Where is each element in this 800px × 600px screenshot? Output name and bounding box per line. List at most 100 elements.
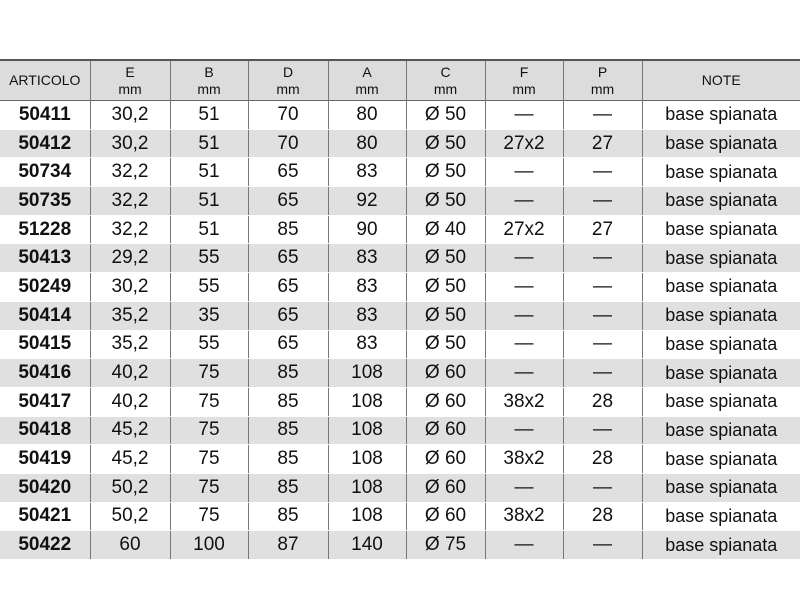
table-cell: 28 (562, 387, 642, 417)
table-cell: 51 (169, 215, 248, 245)
article-code-cell: 50411 (0, 100, 90, 130)
table-cell: — (484, 530, 563, 560)
table-cell: 32,2 (89, 157, 170, 188)
table-cell: base spianata (641, 243, 800, 274)
table-cell: 85 (247, 215, 328, 245)
table-row: 50416 40,2 75 85 108 Ø 60— — base spianata (0, 358, 800, 388)
table-row: 50414 35,2 35 65 83 Ø 50— — base spianata (0, 301, 800, 331)
table-cell: 38x2 (484, 502, 563, 532)
table-cell: 85 (247, 444, 328, 474)
table-cell: base spianata (641, 330, 800, 360)
table-cell: 75 (169, 387, 248, 417)
table-cell: — (562, 272, 642, 302)
table-cell: — (562, 530, 642, 560)
column-name: ARTICOLO (9, 72, 81, 88)
table-cell: 51 (169, 100, 248, 130)
table-cell: 45,2 (89, 416, 170, 446)
table-cell: — (562, 358, 642, 388)
column-unit: mm (590, 80, 615, 97)
table-cell: Ø 50 (405, 129, 485, 159)
table-cell: 51 (169, 157, 248, 188)
table-cell: 27 (562, 129, 642, 159)
table-cell: base spianata (641, 215, 800, 245)
table-cell: Ø 50 (405, 157, 485, 188)
table-cell: 70 (247, 100, 328, 130)
table-cell: — (484, 358, 563, 388)
table-cell: 55 (169, 330, 248, 360)
table-cell: 108 (327, 387, 406, 417)
column-unit: mm (512, 80, 536, 97)
table-cell: 85 (247, 473, 328, 503)
table-cell: base spianata (641, 301, 800, 331)
table-cell: base spianata (641, 473, 800, 503)
table-cell: 108 (327, 502, 406, 532)
table-cell: — (562, 157, 642, 188)
table-cell: — (484, 157, 563, 188)
table-cell: — (562, 301, 642, 331)
table-cell: 85 (247, 416, 328, 446)
table-cell: 92 (327, 186, 406, 216)
table-cell: — (562, 243, 642, 274)
table-row: 50734 32,2 51 65 83 Ø 50— — base spianata (0, 157, 800, 188)
table-cell: 65 (247, 243, 328, 274)
table-cell: 35,2 (89, 301, 170, 331)
table-cell: 75 (169, 473, 248, 503)
table-cell: 108 (327, 444, 406, 474)
table-cell: — (562, 473, 642, 503)
article-code-cell: 50735 (0, 186, 90, 216)
table-row: 50420 50,2 75 85 108 Ø 60— — base spianata (0, 473, 800, 503)
article-code-cell: 50417 (0, 387, 90, 417)
article-code-cell: 50415 (0, 330, 90, 360)
table-row: 50417 40,2 75 85 108 Ø 60 38x2 28 base spianata (0, 387, 800, 417)
table-row: 50411 30,2 51 70 80 Ø 50— — base spianata (0, 100, 800, 130)
table-cell: 100 (169, 530, 248, 560)
table-cell: — (484, 243, 563, 274)
article-code-cell: 50421 (0, 502, 90, 532)
column-name: F (519, 63, 529, 80)
table-row: 50735 32,2 51 65 92 Ø 50— — base spianata (0, 186, 800, 216)
table-cell: — (562, 186, 642, 216)
column-header-note: NOTE (641, 60, 800, 101)
table-cell: 60 (89, 530, 170, 560)
column-name: B (204, 63, 214, 80)
table-row: 51228 32,2 51 85 90 Ø 40 27x2 27 base spianata (0, 215, 800, 245)
table-cell: Ø 50 (405, 100, 485, 130)
table-cell: Ø 40 (405, 215, 485, 245)
column-unit: mm (355, 80, 379, 97)
table-cell: Ø 50 (405, 272, 485, 302)
article-code-cell: 51228 (0, 215, 90, 245)
table-row: 50413 29,2 55 65 83 Ø 50— — base spianata (0, 243, 800, 274)
column-unit: mm (276, 80, 300, 97)
table-cell: — (484, 100, 563, 130)
table-cell: base spianata (641, 387, 800, 417)
article-code-cell: 50413 (0, 243, 90, 274)
table-cell: base spianata (641, 272, 800, 302)
column-unit: mm (197, 80, 221, 97)
table-cell: 55 (169, 243, 248, 274)
column-name: A (362, 63, 372, 80)
table-cell: base spianata (641, 358, 800, 388)
table-cell: 65 (247, 301, 328, 331)
table-cell: 83 (327, 330, 406, 360)
column-name: P (597, 63, 608, 80)
table-cell: base spianata (641, 444, 800, 474)
table-cell: 40,2 (89, 387, 170, 417)
column-name: D (282, 63, 294, 80)
table-cell: 55 (169, 272, 248, 302)
table-cell: 83 (327, 243, 406, 274)
table-cell: 30,2 (89, 272, 170, 302)
article-code-cell: 50412 (0, 129, 90, 159)
table-cell: 40,2 (89, 358, 170, 388)
table-cell: 75 (169, 502, 248, 532)
table-cell: — (562, 416, 642, 446)
table-cell: — (484, 272, 563, 302)
table-cell: 27x2 (484, 129, 563, 159)
table-cell: 32,2 (89, 215, 170, 245)
table-cell: 30,2 (89, 100, 170, 130)
